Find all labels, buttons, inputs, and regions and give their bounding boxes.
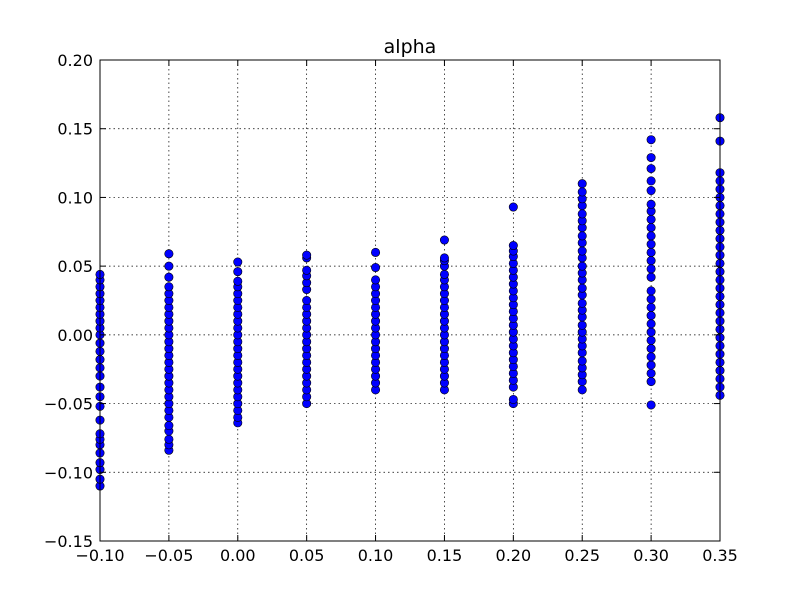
scatter-point [646, 294, 656, 304]
scatter-point [646, 264, 656, 274]
scatter-point [646, 223, 656, 233]
x-tick-label: −0.10 [75, 546, 124, 565]
scatter-point [646, 135, 656, 145]
scatter-point [164, 421, 174, 431]
scatter-point [646, 239, 656, 249]
x-tick-labels: −0.10 −0.05 0.00 0.05 0.10 0.15 0.20 0.25 0.30 0.… [75, 546, 737, 565]
scatter-point [371, 247, 381, 257]
scatter-point [646, 164, 656, 174]
chart-title: alpha [384, 36, 437, 58]
scatter-point [577, 261, 587, 271]
scatter-point [577, 187, 587, 197]
axes-border [99, 59, 721, 542]
scatter-point [577, 179, 587, 189]
y-tick-label: −0.10 [44, 463, 93, 482]
scatter-point [646, 302, 656, 312]
scatter-point [233, 267, 243, 277]
scatter-point [577, 356, 587, 366]
x-tick-label: 0.00 [220, 546, 256, 565]
scatter-point [508, 394, 518, 404]
scatter-point [646, 272, 656, 282]
scatter-point [233, 257, 243, 267]
scatter-point [646, 231, 656, 241]
scatter-point [439, 269, 449, 279]
scatter-point [646, 400, 656, 410]
scatter-point [164, 272, 174, 282]
x-tick-label: 0.25 [564, 546, 600, 565]
y-tick-label: 0.05 [57, 257, 93, 276]
scatter-point [646, 311, 656, 321]
scatter-point [646, 186, 656, 196]
scatter-point [577, 246, 587, 256]
x-tick-label: 0.10 [358, 546, 394, 565]
scatter-point [646, 256, 656, 266]
x-tick-label: −0.05 [144, 546, 193, 565]
scatter-point [164, 434, 174, 444]
y-tick-label: −0.05 [44, 395, 93, 414]
scatter-point [646, 327, 656, 337]
scatter-point [646, 247, 656, 257]
scatter-point [646, 176, 656, 186]
scatter-point [577, 385, 587, 395]
scatter-point [646, 344, 656, 354]
scatter-point [646, 352, 656, 362]
scatter-point [371, 275, 381, 285]
y-tick-labels: 0.20 0.15 0.10 0.05 0.00 −0.05 −0.10 −0.15 [44, 51, 93, 551]
scatter-point [577, 320, 587, 330]
scatter-point [302, 265, 312, 275]
scatter-point [164, 249, 174, 259]
scatter-point [646, 319, 656, 329]
scatter-point [646, 335, 656, 345]
scatter-point [646, 368, 656, 378]
scatter-point [439, 235, 449, 245]
y-tick-label: 0.10 [57, 188, 93, 207]
scatter-point [646, 377, 656, 387]
x-tick-label: 0.05 [289, 546, 325, 565]
scatter-point [508, 241, 518, 251]
scatter-point [233, 276, 243, 286]
scatter-point [646, 360, 656, 370]
scatter-point [577, 209, 587, 219]
scatter-point [646, 153, 656, 163]
y-tick-label: 0.00 [57, 326, 93, 345]
scatter-point [302, 295, 312, 305]
scatter-point [439, 253, 449, 263]
x-tick-label: 0.35 [702, 546, 738, 565]
scatter-point [164, 282, 174, 292]
y-tick-label: 0.20 [57, 51, 93, 70]
scatter-point [646, 214, 656, 224]
data-points [95, 113, 725, 491]
y-tick-label: −0.15 [44, 532, 93, 551]
scatter-point [371, 263, 381, 273]
scatter-point [646, 286, 656, 296]
scatter-point [577, 298, 587, 308]
x-tick-label: 0.30 [633, 546, 669, 565]
tick-marks [99, 59, 721, 542]
x-tick-label: 0.20 [496, 546, 532, 565]
axes-background [99, 59, 721, 542]
scatter-point [164, 261, 174, 271]
scatter-point [577, 283, 587, 293]
y-tick-label: 0.15 [57, 120, 93, 139]
scatter-point [646, 199, 656, 209]
scatter-point [302, 250, 312, 260]
scatter-point [577, 231, 587, 241]
x-tick-label: 0.15 [427, 546, 463, 565]
scatter-point [508, 202, 518, 212]
